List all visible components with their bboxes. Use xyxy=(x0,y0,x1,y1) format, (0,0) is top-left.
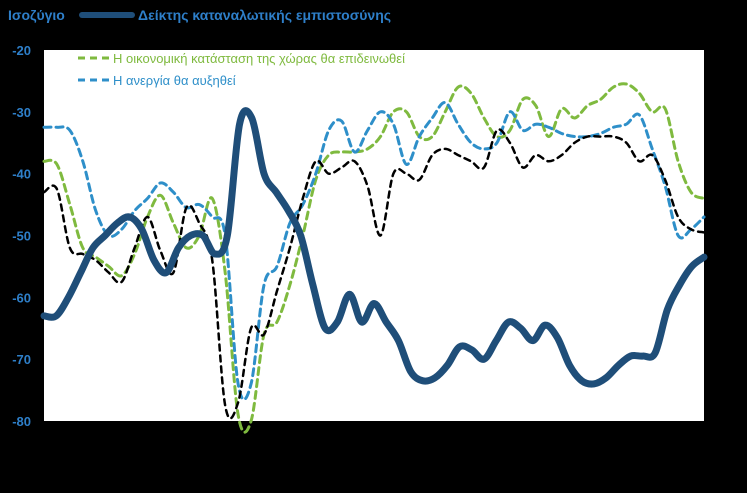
legend: Δείκτης καταναλωτικής εμπιστοσύνης Η οικ… xyxy=(78,7,405,88)
y-tick-label: -30 xyxy=(12,105,31,120)
y-axis-title: Ισοζύγιο xyxy=(8,7,65,23)
series-line-black-dashed xyxy=(42,128,706,420)
legend-label-consumer-confidence: Δείκτης καταναλωτικής εμπιστοσύνης xyxy=(138,7,391,23)
series-layer xyxy=(40,82,708,434)
y-tick-label: -80 xyxy=(12,414,31,429)
y-tick-label: -20 xyxy=(12,43,31,58)
legend-label-economy: Η οικονομική κατάσταση της χώρας θα επιδ… xyxy=(113,51,405,66)
y-tick-label: -40 xyxy=(12,167,31,182)
y-axis: -20 -30 -40 -50 -60 -70 -80 xyxy=(12,43,31,429)
y-tick-label: -60 xyxy=(12,290,31,305)
series-line-unemployment xyxy=(42,101,706,401)
y-tick-label: -70 xyxy=(12,352,31,367)
series-line-economy xyxy=(42,82,706,434)
series-line-consumer-confidence xyxy=(40,107,708,388)
legend-label-unemployment: Η ανεργία θα αυξηθεί xyxy=(113,73,236,88)
plot-area xyxy=(44,50,704,421)
y-tick-label: -50 xyxy=(12,229,31,244)
